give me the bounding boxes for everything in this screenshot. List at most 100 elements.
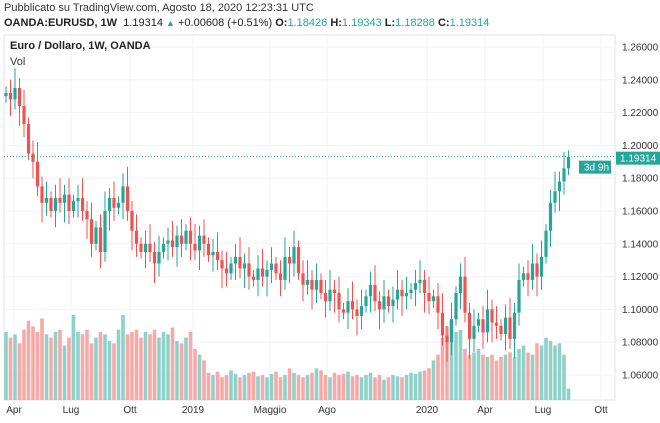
volume-bar <box>4 332 8 400</box>
volume-bar <box>26 320 31 400</box>
candle-body <box>323 293 328 302</box>
candle-body <box>22 106 26 125</box>
candle-body <box>134 230 139 244</box>
candle-body <box>287 256 292 264</box>
candle-body <box>400 289 404 297</box>
candle-body <box>193 243 197 251</box>
volume-bar <box>247 372 251 400</box>
candle-body <box>283 256 287 280</box>
x-tick-label: Lug <box>535 405 552 416</box>
volume-bar <box>98 332 103 400</box>
y-tick-label: 1.14000 <box>622 239 659 250</box>
candle-body <box>166 240 170 244</box>
candle-body <box>386 296 391 307</box>
y-tick-label: 1.08000 <box>622 338 659 349</box>
candle-body <box>503 317 508 334</box>
volume-bar <box>40 318 44 400</box>
volume-bar <box>548 341 553 400</box>
y-tick-label: 1.20000 <box>622 141 659 152</box>
volume-bar <box>179 343 184 400</box>
candle-body <box>139 243 143 252</box>
plot-frame <box>3 34 616 401</box>
candle-body <box>517 279 521 313</box>
volume-bar <box>355 375 359 400</box>
candle-body <box>278 273 283 280</box>
volume-bar <box>314 368 319 400</box>
candle-body <box>58 197 62 203</box>
volume-bar <box>143 332 148 400</box>
candle-body <box>130 211 134 231</box>
candle-body <box>476 319 481 326</box>
volume-bar <box>265 377 269 400</box>
volume-bar <box>499 356 503 400</box>
volume-bar <box>413 373 418 400</box>
volume-bar <box>283 375 287 400</box>
candle-body <box>247 263 251 277</box>
volume-bar <box>13 334 17 400</box>
candle-body <box>98 227 103 252</box>
candle-body <box>4 92 8 97</box>
candle-body <box>341 309 346 313</box>
volume-bar <box>175 341 179 400</box>
candle-body <box>211 252 215 256</box>
candle-body <box>512 312 517 339</box>
candle-body <box>458 276 463 293</box>
candle-body <box>481 319 485 333</box>
candle-body <box>148 243 152 252</box>
volume-bar <box>319 370 323 400</box>
volume-bar <box>49 337 53 400</box>
candle-body <box>8 92 13 100</box>
volume-bar <box>458 329 463 400</box>
candle-body <box>530 263 535 280</box>
volume-bar <box>188 332 193 400</box>
candle-body <box>238 256 242 269</box>
volume-bar <box>373 377 377 400</box>
last-price: 1.19314 <box>123 17 163 29</box>
volume-bar <box>386 377 391 400</box>
candle-body <box>197 235 202 251</box>
volume-bar <box>400 377 404 400</box>
volume-bar <box>346 371 350 400</box>
volume-bar <box>220 377 224 400</box>
close-value: 1.19314 <box>449 17 490 29</box>
volume-bar <box>449 320 454 400</box>
candle-body <box>53 197 58 211</box>
candle-body <box>76 197 80 202</box>
candle-body <box>409 289 413 293</box>
candle-body <box>382 296 386 310</box>
volume-bar <box>80 334 85 400</box>
volume-bar <box>215 371 220 400</box>
x-tick-label: Ott <box>123 405 137 416</box>
candle-body <box>206 243 211 256</box>
volume-bar <box>305 375 310 400</box>
volume-bar <box>557 343 562 400</box>
open-label: O: <box>275 17 288 29</box>
volume-bar <box>391 375 395 400</box>
volume-bar <box>85 329 89 400</box>
candle-body <box>251 276 256 280</box>
volume-bar <box>409 372 413 400</box>
volume-bar <box>485 356 490 400</box>
volume-bar <box>211 375 215 400</box>
y-tick-label: 1.10000 <box>622 305 659 316</box>
change: +0.00608 (+0.51%) <box>178 17 273 29</box>
volume-bar <box>377 375 382 400</box>
candle-body <box>359 306 364 316</box>
volume-bar <box>103 334 107 400</box>
candle-body <box>170 240 175 248</box>
volume-bar <box>121 315 125 400</box>
volume-bar <box>508 352 512 400</box>
low-value: 1.18288 <box>395 17 435 29</box>
volume-bar <box>17 343 22 400</box>
candle-body <box>35 161 40 187</box>
volume-bar <box>31 326 35 400</box>
candle-body <box>449 319 454 343</box>
y-tick-label: 1.06000 <box>622 371 659 382</box>
candle-body <box>553 191 557 203</box>
candle-body <box>467 312 472 339</box>
countdown-badge <box>579 160 611 174</box>
volume-bar <box>481 354 485 400</box>
volume-bar <box>382 379 386 400</box>
volume-bar <box>562 354 566 400</box>
